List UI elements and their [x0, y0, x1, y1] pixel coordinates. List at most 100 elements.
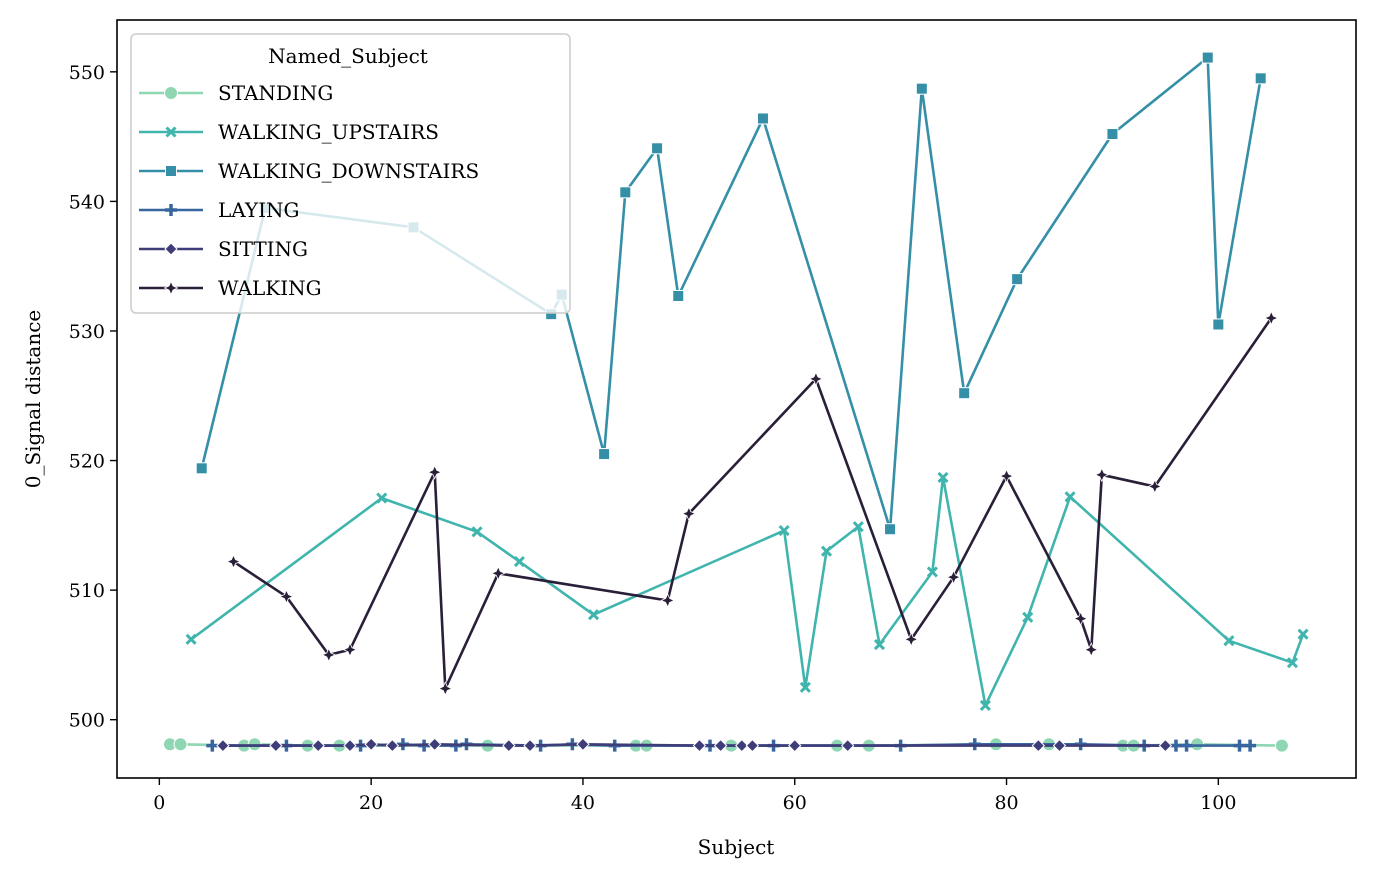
data-point: [321, 647, 337, 663]
data-point: [587, 609, 600, 621]
data-point: [946, 569, 962, 585]
data-point: [598, 448, 611, 461]
data-point: [278, 589, 294, 605]
data-point: [926, 566, 938, 578]
data-point: [788, 738, 802, 753]
x-tick-label: 60: [783, 792, 807, 814]
data-point: [427, 464, 443, 480]
data-point: [903, 631, 919, 647]
data-point: [745, 738, 760, 753]
data-point: [681, 506, 697, 522]
data-point: [226, 554, 241, 570]
data-point: [1064, 491, 1076, 503]
data-point: [185, 633, 197, 645]
data-point: [778, 524, 790, 537]
data-point: [979, 699, 991, 711]
data-point: [385, 738, 400, 753]
data-point: [820, 545, 833, 557]
x-tick-label: 40: [571, 792, 595, 814]
legend-item: WALKING_DOWNSTAIRS: [139, 159, 479, 183]
data-point: [1094, 467, 1110, 483]
data-point: [799, 681, 811, 693]
data-point: [915, 82, 928, 95]
data-point: [1022, 611, 1034, 623]
legend-label: STANDING: [218, 81, 333, 105]
data-point: [1274, 738, 1289, 753]
y-tick-label: 510: [69, 580, 105, 602]
y-tick-label: 550: [69, 62, 105, 84]
data-point: [1083, 642, 1099, 658]
data-point: [471, 526, 483, 538]
data-point: [1073, 611, 1089, 627]
data-point: [1254, 72, 1267, 85]
x-tick-label: 0: [153, 792, 165, 814]
x-tick-label: 80: [994, 792, 1018, 814]
legend-items: STANDING WALKING_UPSTAIRS WALKING_DOWNSTAI…: [139, 81, 479, 300]
y-tick-label: 500: [69, 710, 105, 732]
legend-label: SITTING: [218, 237, 308, 261]
data-point: [490, 565, 506, 581]
data-point: [502, 738, 516, 753]
data-point: [1031, 738, 1046, 753]
data-point: [692, 738, 707, 753]
data-point: [884, 523, 897, 536]
legend-label: WALKING_DOWNSTAIRS: [218, 159, 479, 183]
legend-marker: [165, 126, 177, 138]
legend-item: WALKING_UPSTAIRS: [139, 120, 439, 144]
legend-title: Named_Subject: [268, 44, 428, 68]
data-point: [660, 593, 676, 608]
data-point: [195, 462, 208, 475]
data-point: [437, 681, 453, 697]
series-walking: [226, 310, 1279, 697]
data-point: [619, 186, 632, 199]
data-point: [958, 387, 971, 400]
data-point: [1286, 657, 1299, 669]
legend-item: LAYING: [139, 198, 300, 222]
legend-box: [130, 33, 571, 314]
axis-ticks: 0 20 40 60 80 100 500 510 520 530 540 550: [69, 62, 1237, 814]
axes-frame: [116, 19, 1357, 779]
data-point: [735, 738, 749, 753]
legend-label: LAYING: [218, 198, 300, 222]
y-tick-label: 530: [69, 321, 105, 343]
y-tick-label: 520: [69, 451, 105, 473]
data-point: [1201, 51, 1214, 64]
legend-marker: [164, 86, 178, 100]
data-point: [1180, 739, 1193, 752]
data-point: [342, 642, 358, 658]
data-point: [873, 638, 886, 651]
series-walking-upstairs: [185, 471, 1309, 711]
data-point: [672, 289, 685, 302]
data-point: [937, 471, 949, 483]
legend-label: WALKING: [218, 276, 322, 300]
data-point: [427, 737, 442, 752]
data-point: [1106, 128, 1119, 141]
data-point: [1263, 310, 1279, 326]
legend-label: WALKING_UPSTAIRS: [218, 120, 439, 144]
data-point: [999, 468, 1015, 484]
legend-marker: [165, 204, 177, 216]
series-sitting: [216, 737, 1173, 753]
x-axis-label: Subject: [698, 835, 775, 859]
data-point: [713, 738, 728, 753]
data-point: [1011, 273, 1024, 286]
data-point: [840, 738, 855, 753]
legend-item: WALKING: [139, 276, 322, 300]
series-line: [232, 317, 1273, 690]
data-point: [1244, 739, 1257, 752]
data-point: [376, 492, 388, 504]
data-point: [1233, 739, 1246, 752]
data-point: [343, 738, 357, 753]
data-point: [216, 738, 230, 753]
data-point: [576, 737, 590, 752]
x-tick-label: 20: [359, 792, 383, 814]
legend-item: STANDING: [139, 81, 333, 105]
legend-marker: [163, 280, 179, 296]
data-point: [364, 737, 378, 752]
legend-item: SITTING: [139, 237, 308, 261]
data-point: [523, 738, 537, 753]
y-axis-label: 0_Signal distance: [21, 310, 45, 489]
data-point: [1223, 635, 1235, 647]
data-point: [1052, 738, 1067, 753]
